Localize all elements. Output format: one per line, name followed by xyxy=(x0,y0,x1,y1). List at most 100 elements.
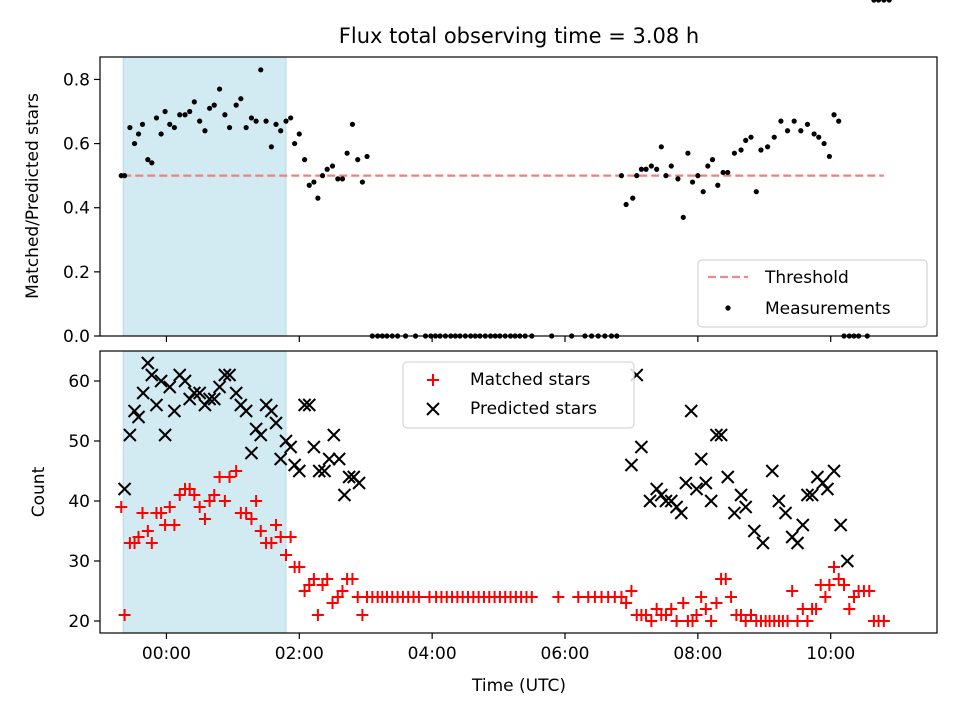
matched-star-point xyxy=(677,597,690,609)
predicted-star-point xyxy=(659,494,673,508)
predicted-star-point xyxy=(222,368,237,382)
predicted-star-point xyxy=(342,470,356,484)
predicted-star-point xyxy=(131,410,146,424)
predicted-star-point xyxy=(727,506,742,520)
matched-star-point xyxy=(640,609,653,621)
top-plot-frame xyxy=(99,56,938,337)
measurement-point xyxy=(725,169,731,176)
predicted-star-point xyxy=(117,482,132,496)
measurement-point xyxy=(816,134,822,140)
measurement-point xyxy=(216,86,223,92)
measurement-point xyxy=(296,131,302,137)
measurement-point xyxy=(881,0,887,3)
matched-star-point xyxy=(412,591,425,603)
predicted-star-point xyxy=(765,464,779,478)
predicted-star-point xyxy=(840,554,855,568)
measurement-point xyxy=(329,163,336,169)
matched-star-point xyxy=(843,603,856,615)
measurement-point xyxy=(177,112,183,118)
predicted-star-point xyxy=(244,446,259,460)
x-tick-label: 00:00 xyxy=(142,644,191,664)
measurement-point xyxy=(758,147,764,153)
top-panel: 0.00.20.40.60.8 Matched/Predicted stars … xyxy=(23,0,938,347)
measurement-point xyxy=(268,144,274,150)
measurement-point xyxy=(335,176,341,182)
top-y-axis: 0.0 0.2 0.4 0.6 0.8 xyxy=(63,70,100,347)
predicted-star-point xyxy=(709,428,724,442)
predicted-star-point xyxy=(796,518,810,532)
matched-star-point xyxy=(336,585,349,597)
bottom-y-tick-label: 60 xyxy=(68,372,90,392)
measurement-point xyxy=(162,108,168,115)
matched-star-point xyxy=(823,579,836,591)
x-tick-label: 08:00 xyxy=(673,644,722,664)
matched-star-point xyxy=(326,597,339,609)
predicted-star-point xyxy=(634,440,649,454)
predicted-legend-swatch xyxy=(426,402,440,416)
predicted-star-point xyxy=(694,452,708,466)
measurement-point xyxy=(675,176,681,182)
matched-star-point xyxy=(173,489,186,501)
predicted-star-point xyxy=(714,428,728,442)
predicted-star-point xyxy=(820,482,835,496)
measurement-point xyxy=(182,112,188,118)
matched-star-point xyxy=(115,501,128,513)
matched-star-point xyxy=(198,513,211,525)
measurement-point xyxy=(292,140,298,147)
measurement-point xyxy=(127,124,133,131)
measurement-point xyxy=(748,134,754,140)
measurement-point xyxy=(158,131,164,137)
predicted-star-point xyxy=(352,476,366,490)
top-y-tick-label: 0.2 xyxy=(63,263,90,283)
measurement-point xyxy=(630,195,636,201)
measurement-point xyxy=(349,121,356,127)
matched-star-point xyxy=(168,519,181,531)
matched-star-point xyxy=(665,603,678,615)
measurement-point xyxy=(668,163,674,169)
predicted-star-point xyxy=(149,398,164,412)
measurements-legend-swatch xyxy=(725,305,731,311)
x-tick-label: 04:00 xyxy=(408,644,457,664)
measurement-point xyxy=(826,153,832,160)
measurement-point xyxy=(191,99,197,105)
matched-star-point xyxy=(552,591,565,603)
predicted-star-point xyxy=(679,476,693,490)
matched-star-point xyxy=(284,531,297,543)
predicted-star-point xyxy=(734,488,748,502)
matched-star-point xyxy=(218,495,231,507)
predicted-star-point xyxy=(141,356,155,370)
top-y-tick-label: 0.4 xyxy=(63,199,90,219)
matched-star-point xyxy=(346,573,359,585)
predicted-star-point xyxy=(264,404,279,418)
predicted-star-point xyxy=(805,488,819,502)
measurement-point xyxy=(811,131,817,137)
measurement-point xyxy=(720,169,726,176)
measurement-point xyxy=(618,173,625,179)
measurement-point xyxy=(211,102,217,108)
matched-star-point xyxy=(786,585,799,597)
measurement-point xyxy=(226,124,233,131)
measurement-point xyxy=(871,0,877,3)
top-legend: Threshold Measurements xyxy=(697,259,928,328)
predicted-star-point xyxy=(684,404,698,418)
matched-star-point xyxy=(245,513,258,525)
matched-star-point xyxy=(832,573,845,585)
matched-star-point xyxy=(132,531,145,543)
predicted-star-point xyxy=(332,452,346,466)
matched-star-point xyxy=(699,603,712,615)
matched-star-point xyxy=(620,597,633,609)
matched-star-point xyxy=(270,519,283,531)
matched-star-point xyxy=(810,603,823,615)
matched-star-point xyxy=(705,615,718,627)
measurement-point xyxy=(167,121,173,127)
threshold-legend-label: Threshold xyxy=(764,268,849,288)
predicted-star-point xyxy=(307,440,321,454)
predicted-legend-label: Predicted stars xyxy=(470,399,597,419)
predicted-star-point xyxy=(327,428,341,442)
measurement-point xyxy=(222,112,228,118)
predicted-star-point xyxy=(747,524,762,538)
top-y-tick-label: 0.0 xyxy=(63,327,90,347)
predicted-star-point xyxy=(167,404,182,418)
measurement-point xyxy=(278,128,284,134)
matched-star-point xyxy=(838,579,850,591)
